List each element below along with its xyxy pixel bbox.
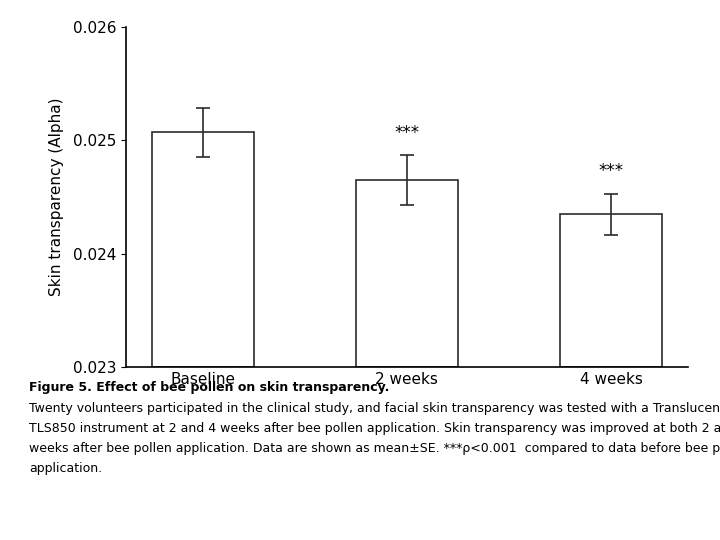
Bar	[151, 132, 253, 367]
Text: Figure 5. Effect of bee pollen on skin transparency.: Figure 5. Effect of bee pollen on skin t…	[29, 381, 390, 394]
Text: ***: ***	[598, 162, 624, 180]
Text: application.: application.	[29, 462, 102, 475]
Text: weeks after bee pollen application. Data are shown as mean±SE. ***ρ<0.001  compa: weeks after bee pollen application. Data…	[29, 442, 720, 455]
Text: ***: ***	[395, 124, 419, 141]
Text: TLS850 instrument at 2 and 4 weeks after bee pollen application. Skin transparen: TLS850 instrument at 2 and 4 weeks after…	[29, 422, 720, 435]
Bar	[356, 180, 458, 367]
Text: Twenty volunteers participated in the clinical study, and facial skin transparen: Twenty volunteers participated in the cl…	[29, 402, 720, 415]
Bar	[560, 214, 662, 367]
Y-axis label: Skin transparency (Alpha): Skin transparency (Alpha)	[50, 98, 65, 296]
